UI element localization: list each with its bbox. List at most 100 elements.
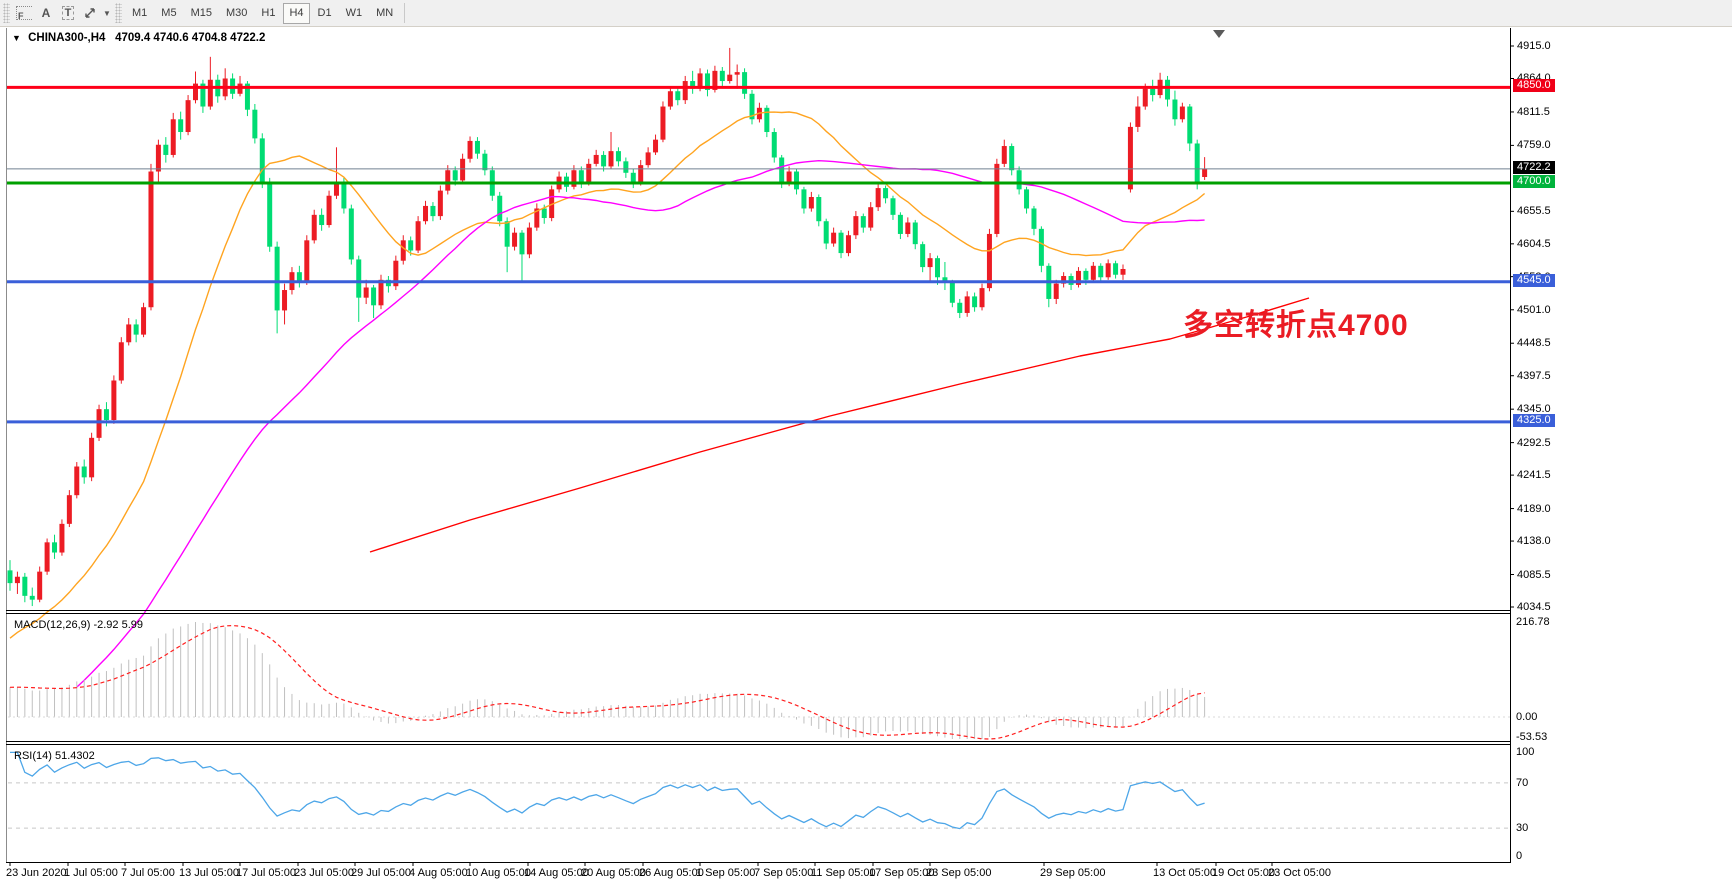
text-label-icon[interactable]: A — [41, 6, 51, 20]
fibo-grid-icon[interactable]: F — [13, 3, 35, 23]
candle — [601, 151, 607, 172]
candle — [207, 56, 213, 110]
candle — [1016, 166, 1022, 195]
tf-button-H1[interactable]: H1 — [261, 7, 276, 19]
candle — [526, 222, 532, 259]
candle — [1165, 75, 1171, 107]
time-tick-label: 4 Aug 05:00 — [409, 867, 468, 879]
candle — [623, 157, 629, 178]
price-tick-label: 4292.5 — [1517, 436, 1551, 449]
candle — [118, 337, 124, 384]
candle — [385, 276, 391, 293]
candle — [845, 230, 851, 257]
chart-title-dropdown-icon[interactable]: ▼ — [12, 33, 21, 43]
ohlc-values: 4709.4 4740.6 4704.8 4722.2 — [115, 32, 266, 44]
indicator-tick-label: 0 — [1516, 850, 1523, 862]
tf-button-M15[interactable]: M15 — [190, 7, 212, 19]
price-badge-4722.2: 4722.2 — [1513, 160, 1555, 174]
price-tick-label: 4655.5 — [1517, 205, 1551, 218]
candle — [1024, 186, 1030, 214]
candle — [949, 279, 955, 308]
price-tick-label: 4915.0 — [1517, 40, 1551, 52]
candle — [259, 133, 265, 189]
candle — [14, 571, 20, 594]
price-tick-label: 4189.0 — [1517, 502, 1551, 515]
candle — [719, 67, 725, 87]
time-tick-label: 10 Aug 05:00 — [466, 867, 531, 879]
candle — [7, 560, 13, 591]
candle — [29, 587, 35, 607]
chart-shift-marker[interactable] — [1213, 30, 1225, 38]
price-axis-line — [1510, 28, 1511, 862]
candle — [1127, 122, 1133, 193]
macd-rsi-separator-top — [6, 741, 1511, 742]
trend-curve[interactable] — [369, 297, 1310, 553]
time-tick-label: 23 Jul 05:00 — [294, 867, 354, 879]
chart-window[interactable]: ▼ CHINA300-,H4 4709.4 4740.6 4704.8 4722… — [0, 28, 1732, 893]
candle — [474, 137, 480, 159]
candle — [1157, 72, 1163, 99]
candle — [44, 538, 50, 575]
candle — [920, 241, 926, 273]
chart-plot[interactable] — [0, 28, 1732, 893]
candle — [1053, 279, 1059, 305]
candle — [1098, 263, 1104, 282]
text-box-icon[interactable]: T — [57, 3, 79, 23]
arrows-tool-icon[interactable] — [79, 3, 101, 23]
candle — [1038, 226, 1044, 273]
price-tick-label: 4397.5 — [1517, 369, 1551, 382]
tf-button-M30[interactable]: M30 — [225, 7, 248, 19]
price-tick-label: 4138.0 — [1517, 535, 1551, 548]
main-macd-separator-bottom[interactable] — [6, 613, 1511, 614]
toolbar: F A T ▼ M1 M5 M15 M30 H1 H4 D1 W1 MN — [0, 0, 1732, 27]
tf-button-M5[interactable]: M5 — [161, 7, 177, 19]
candle — [74, 462, 80, 499]
arrows-dropdown-icon[interactable]: ▼ — [103, 8, 111, 18]
candle — [1113, 260, 1119, 279]
candle — [771, 128, 777, 163]
candle — [1075, 267, 1081, 288]
candle — [586, 158, 592, 186]
tf-button-D1[interactable]: D1 — [317, 7, 332, 19]
macd-rsi-separator-bottom[interactable] — [6, 744, 1511, 745]
toolbar-grip[interactable] — [3, 3, 10, 23]
candle — [1031, 205, 1037, 236]
time-axis-line — [6, 862, 1511, 863]
indicator-tick-label: -53.53 — [1516, 731, 1548, 743]
tf-button-W1[interactable]: W1 — [345, 7, 363, 19]
time-tick-label: 26 Aug 05:00 — [639, 867, 704, 879]
tf-button-H4[interactable]: H4 — [283, 2, 310, 24]
indicator-tick-label: 216.78 — [1516, 616, 1550, 628]
candle — [445, 165, 451, 195]
price-tick-label: 4085.5 — [1517, 568, 1551, 581]
toolbar-grip-2[interactable] — [115, 3, 122, 23]
candle — [200, 79, 206, 113]
candle — [512, 227, 518, 251]
time-tick-label: 29 Sep 05:00 — [1040, 867, 1106, 879]
candle — [875, 182, 881, 212]
candle — [274, 241, 280, 334]
tf-button-MN[interactable]: MN — [376, 7, 394, 19]
candle — [415, 216, 421, 254]
candle — [905, 217, 911, 238]
candle — [690, 70, 696, 94]
candle — [371, 284, 377, 319]
candle — [675, 87, 681, 106]
time-tick-label: 23 Jun 2020 — [6, 867, 67, 879]
tf-button-M1[interactable]: M1 — [132, 7, 148, 19]
candle — [534, 203, 540, 231]
candle — [742, 68, 748, 99]
candle — [178, 111, 184, 140]
candle — [304, 235, 310, 285]
candle — [727, 47, 733, 84]
candle — [356, 255, 362, 322]
price-badge-4325.0: 4325.0 — [1513, 413, 1555, 427]
candle — [994, 158, 1000, 238]
candle — [734, 64, 740, 89]
candle — [935, 255, 940, 285]
candle — [578, 166, 584, 189]
indicator-tick-label: 30 — [1516, 822, 1529, 835]
macd-signal-line — [9, 624, 1205, 740]
candle — [89, 432, 95, 482]
time-tick-label: 1 Jul 05:00 — [64, 867, 118, 879]
